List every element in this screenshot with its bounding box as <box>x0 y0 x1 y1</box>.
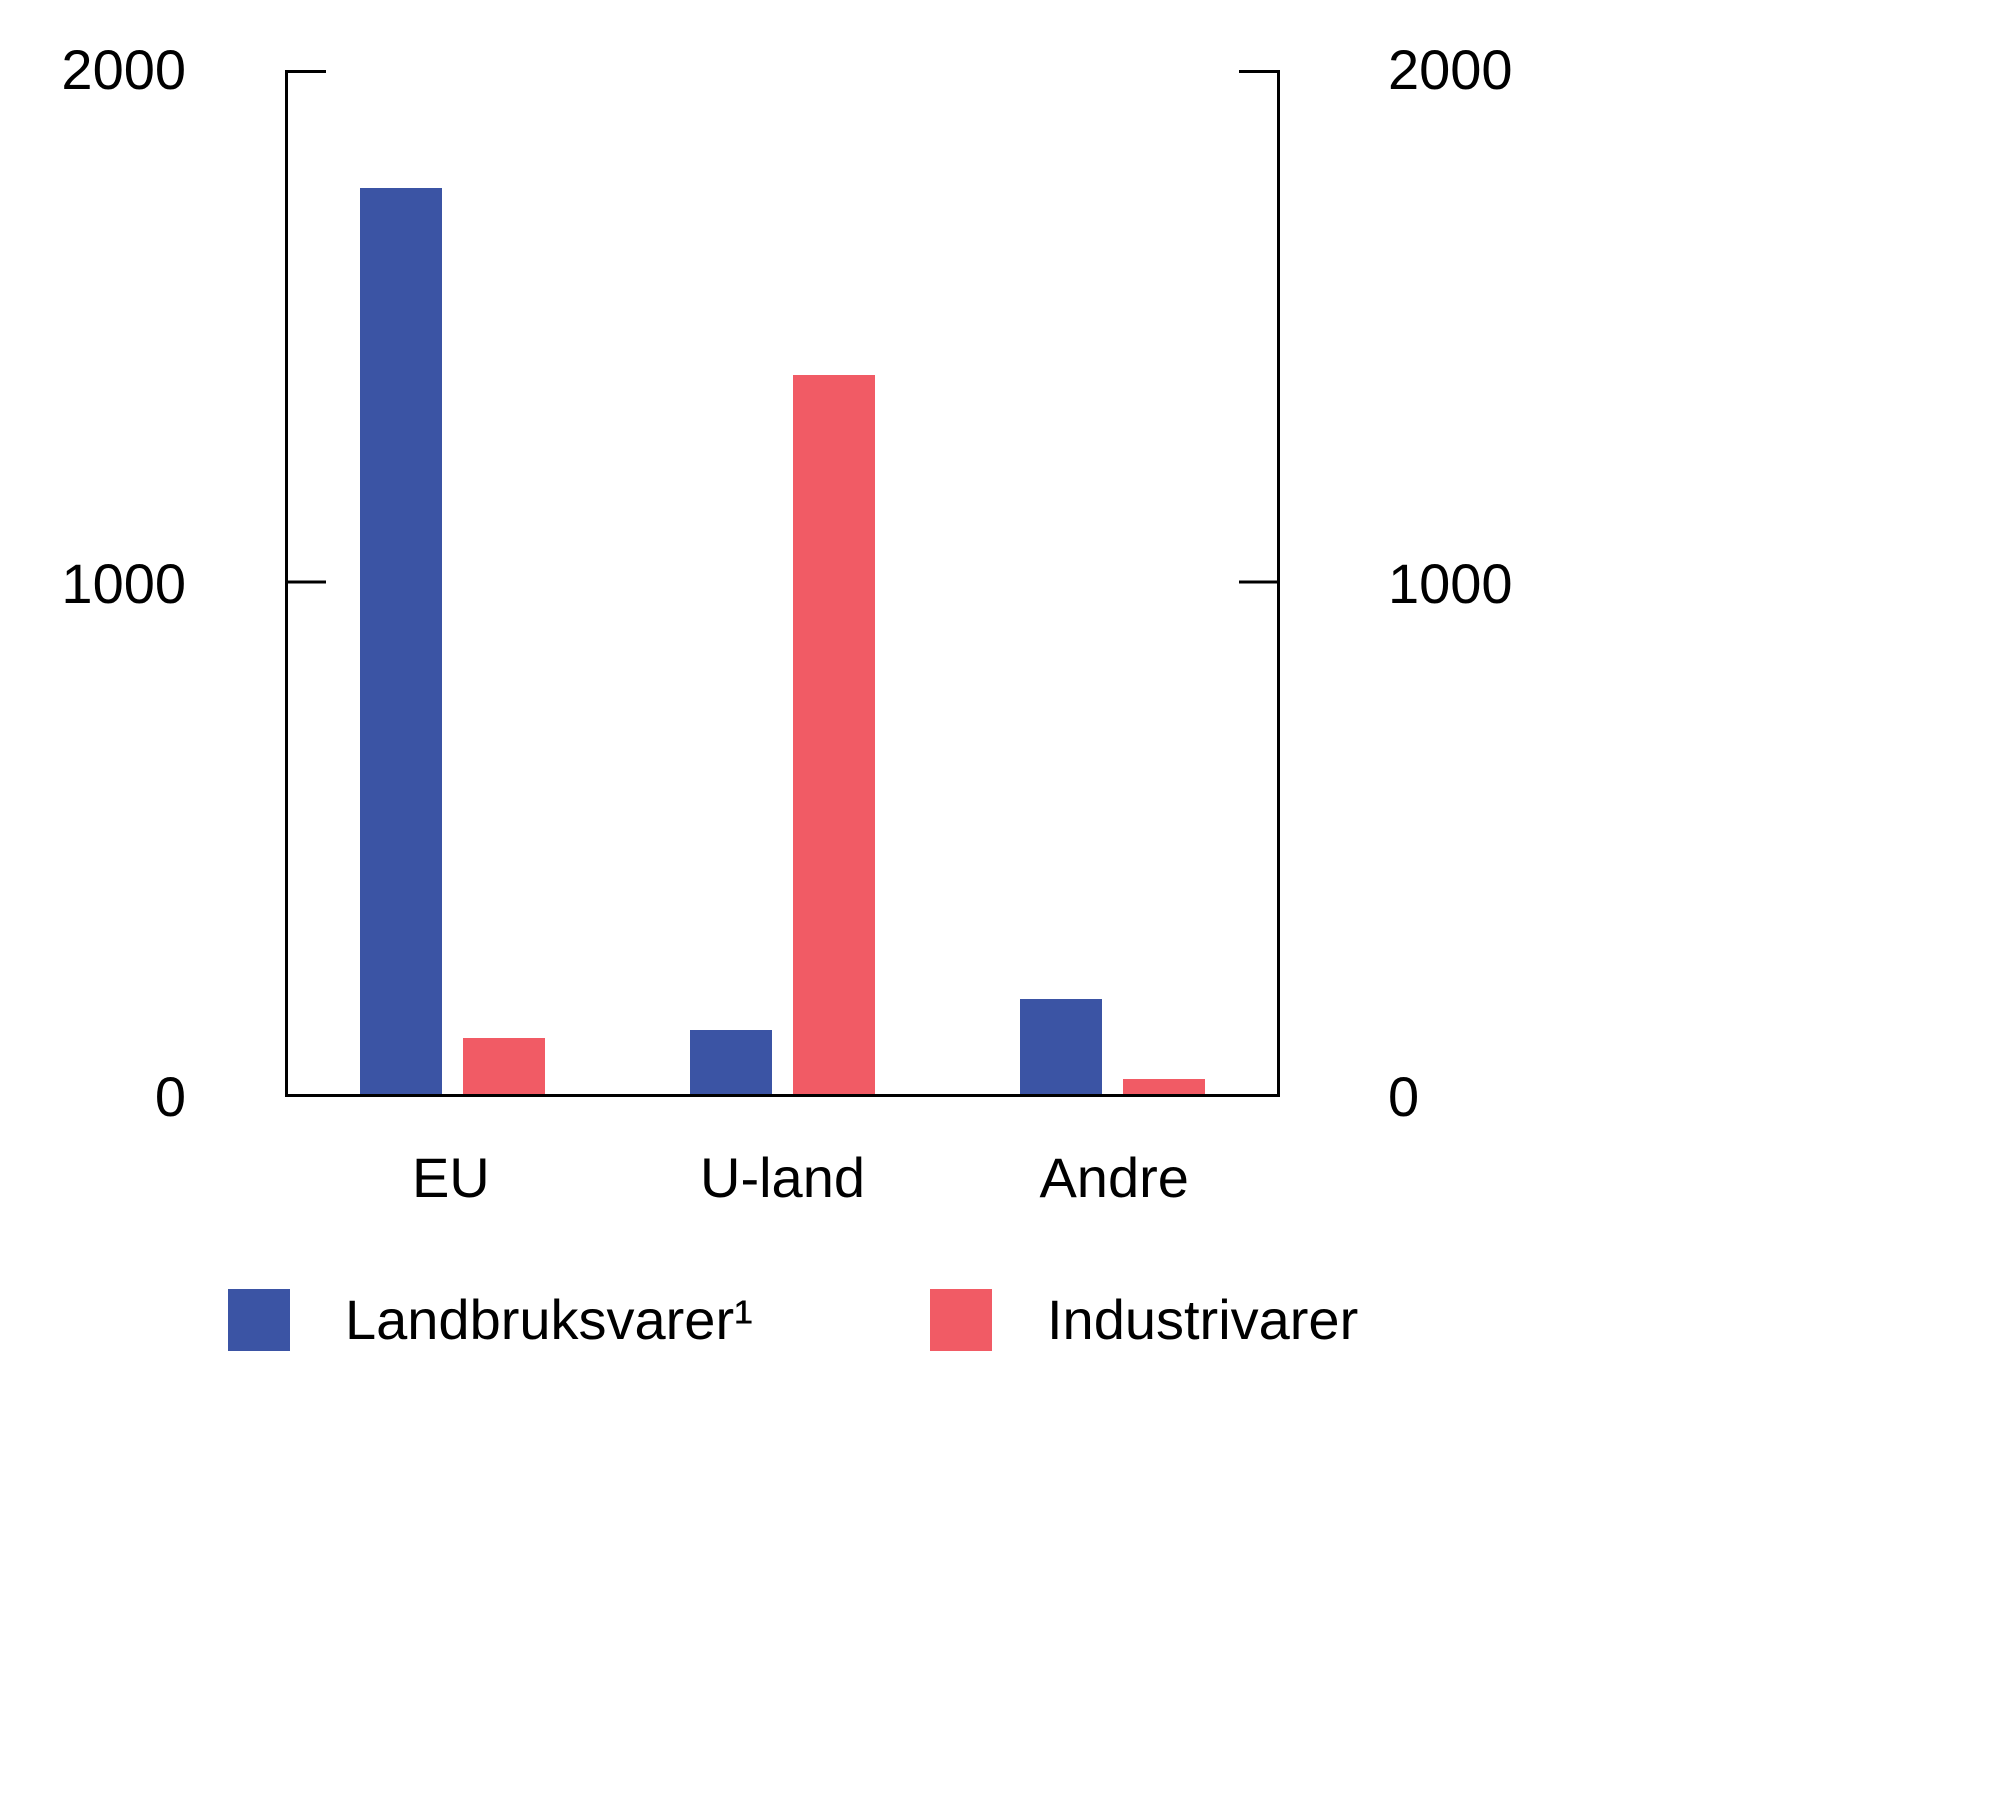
tick-mark-right-2000 <box>1239 70 1277 73</box>
plot-area <box>285 70 1280 1097</box>
bar-industrivarer-u-land <box>793 374 875 1094</box>
tick-mark-left-2000 <box>288 70 326 73</box>
bar-groups <box>288 70 1277 1094</box>
y-tick-label-right-1000: 1000 <box>1388 551 1513 615</box>
legend-item-industrivarer: Industrivarer <box>930 1280 1358 1360</box>
bar-landbruksvarer-eu <box>360 187 443 1094</box>
bar-group-andre <box>947 70 1277 1094</box>
bar-industrivarer-andre <box>1122 1078 1205 1094</box>
legend-item-landbruksvarer: Landbruksvarer¹ <box>228 1280 753 1360</box>
category-labels: EU U-land Andre <box>285 1150 1280 1206</box>
y-tick-label-right-2000: 2000 <box>1388 38 1513 101</box>
legend-swatch-industrivarer <box>930 1289 992 1351</box>
y-axis-right-labels: 2000 1000 0 <box>1388 42 1608 1125</box>
y-tick-label-right-0: 0 <box>1388 1065 1420 1128</box>
legend-label-landbruksvarer: Landbruksvarer¹ <box>345 1288 753 1351</box>
legend-swatch-landbruksvarer <box>228 1289 290 1351</box>
legend-label-industrivarer: Industrivarer <box>1047 1288 1359 1351</box>
category-label-eu: EU <box>411 1146 490 1209</box>
category-label-u-land: U-land <box>700 1146 865 1209</box>
legend: Landbruksvarer¹ Industrivarer <box>0 1280 2000 1360</box>
y-tick-label-left-0: 0 <box>154 1065 186 1128</box>
bar-landbruksvarer-andre <box>1019 999 1102 1094</box>
category-label-andre: Andre <box>1039 1146 1189 1209</box>
y-tick-label-left-2000: 2000 <box>61 38 186 101</box>
y-axis-left-labels: 2000 1000 0 <box>0 42 186 1125</box>
bar-group-u-land <box>618 70 948 1094</box>
bar-industrivarer-eu <box>463 1037 546 1094</box>
bar-landbruksvarer-u-land <box>690 1030 772 1094</box>
tick-mark-left-1000 <box>288 580 326 584</box>
bar-group-eu <box>288 70 618 1094</box>
tick-mark-right-1000 <box>1239 580 1277 584</box>
y-tick-label-left-1000: 1000 <box>61 551 186 615</box>
